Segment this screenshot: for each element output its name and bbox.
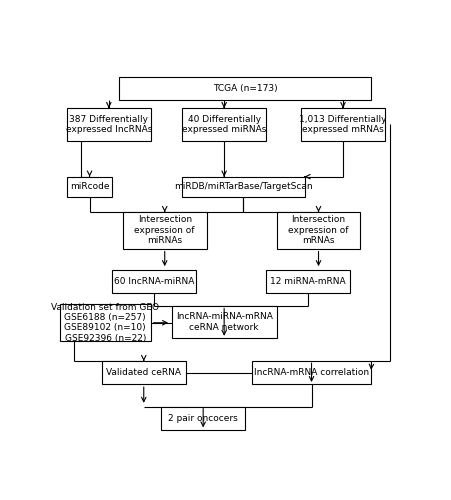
- Text: Validated ceRNA: Validated ceRNA: [106, 368, 181, 377]
- Text: miRcode: miRcode: [70, 182, 109, 191]
- FancyBboxPatch shape: [119, 78, 371, 100]
- Text: lncRNA-mRNA correlation: lncRNA-mRNA correlation: [254, 368, 369, 377]
- FancyBboxPatch shape: [182, 108, 266, 141]
- Text: 387 Differentially
expressed lncRNAs: 387 Differentially expressed lncRNAs: [65, 115, 152, 134]
- Text: 60 lncRNA-miRNA: 60 lncRNA-miRNA: [114, 277, 194, 286]
- Text: miRDB/miRTarBase/TargetScan: miRDB/miRTarBase/TargetScan: [174, 182, 313, 191]
- Text: lncRNA-miRNA-mRNA
ceRNA network: lncRNA-miRNA-mRNA ceRNA network: [176, 312, 272, 332]
- FancyBboxPatch shape: [67, 108, 151, 141]
- FancyBboxPatch shape: [161, 406, 245, 430]
- FancyBboxPatch shape: [112, 270, 196, 293]
- FancyBboxPatch shape: [182, 176, 304, 197]
- FancyBboxPatch shape: [301, 108, 385, 141]
- FancyBboxPatch shape: [276, 212, 360, 248]
- Text: TCGA (n=173): TCGA (n=173): [213, 84, 277, 94]
- Text: Intersection
expression of
mRNAs: Intersection expression of mRNAs: [288, 216, 349, 246]
- FancyBboxPatch shape: [102, 361, 186, 384]
- Text: 40 Differentially
expressed miRNAs: 40 Differentially expressed miRNAs: [182, 115, 267, 134]
- FancyBboxPatch shape: [60, 304, 151, 341]
- FancyBboxPatch shape: [67, 176, 112, 197]
- FancyBboxPatch shape: [252, 361, 371, 384]
- Text: Intersection
expression of
miRNAs: Intersection expression of miRNAs: [134, 216, 195, 246]
- FancyBboxPatch shape: [266, 270, 350, 293]
- Text: Validation set from GEO
GSE6188 (n=257)
GSE89102 (n=10)
GSE92396 (n=22): Validation set from GEO GSE6188 (n=257) …: [51, 302, 159, 343]
- Text: 1,013 Differentially
expressed mRNAs: 1,013 Differentially expressed mRNAs: [299, 115, 387, 134]
- FancyBboxPatch shape: [172, 306, 276, 338]
- FancyBboxPatch shape: [123, 212, 207, 248]
- Text: 2 pair oncocers: 2 pair oncocers: [168, 414, 238, 422]
- Text: 12 miRNA-mRNA: 12 miRNA-mRNA: [270, 277, 346, 286]
